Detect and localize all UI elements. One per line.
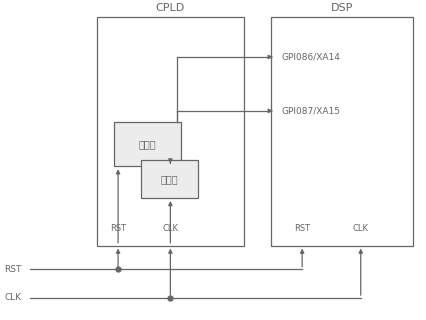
Text: CLK: CLK <box>5 293 22 302</box>
Bar <box>141 160 197 198</box>
Text: CPLD: CPLD <box>155 3 184 13</box>
Text: RST: RST <box>294 224 310 233</box>
Bar <box>270 17 412 246</box>
Bar <box>114 122 180 166</box>
Bar <box>97 17 243 246</box>
Text: 延时器: 延时器 <box>138 139 156 149</box>
Text: CLK: CLK <box>162 224 178 233</box>
Text: DSP: DSP <box>330 3 352 13</box>
Text: GPI087/XA15: GPI087/XA15 <box>281 106 340 116</box>
Text: RST: RST <box>4 265 22 274</box>
Text: RST: RST <box>110 224 126 233</box>
Text: 分频器: 分频器 <box>160 174 178 184</box>
Text: CLK: CLK <box>352 224 368 233</box>
Text: GPI086/XA14: GPI086/XA14 <box>281 52 340 61</box>
